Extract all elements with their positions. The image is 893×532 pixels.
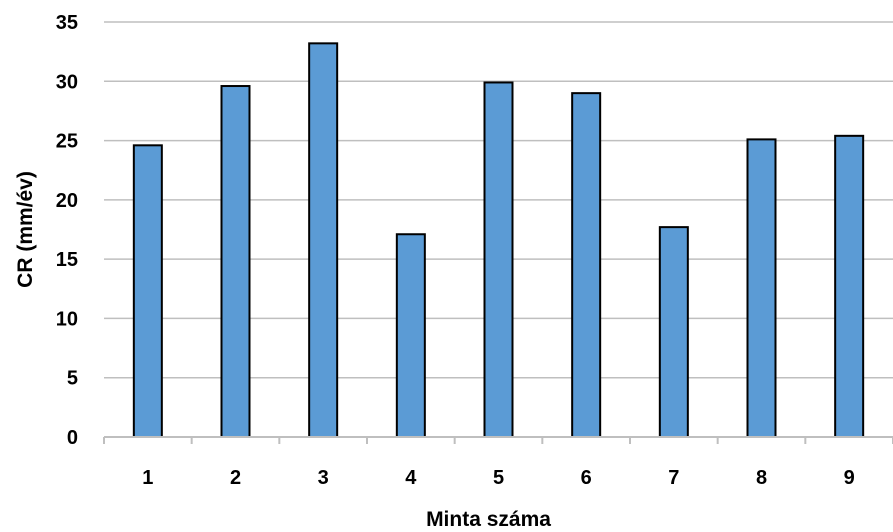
y-tick-label: 0 [67,427,78,449]
y-tick-label: 20 [56,190,78,212]
y-tick-label: 30 [56,71,78,93]
bar [308,42,339,438]
bar [395,233,426,438]
x-tick-label: 8 [756,467,767,489]
y-tick-label: 25 [56,131,78,153]
y-axis-tick-labels: 0 5 10 15 20 25 30 35 [56,12,78,449]
x-tick-label: 7 [668,467,679,489]
bar [658,226,689,438]
bar [132,144,163,438]
x-tick-label: 4 [405,467,417,489]
y-tick-label: 5 [67,368,78,390]
x-tick-label: 9 [844,467,855,489]
y-tick-label: 35 [56,12,78,34]
x-tick-label: 1 [142,467,153,489]
x-tick-label: 2 [230,467,241,489]
x-axis-ticks [103,437,893,444]
bar [571,92,602,439]
y-axis-title: CR (mm/év) [14,171,37,288]
x-tick-label: 5 [493,467,504,489]
bar [483,81,514,438]
x-axis-title: Minta száma [426,508,551,531]
y-tick-label: 10 [56,308,78,330]
x-tick-label: 6 [581,467,592,489]
x-axis-tick-labels: 1 2 3 4 5 6 7 8 9 [142,467,854,489]
bars [132,42,865,439]
y-tick-label: 15 [56,249,78,271]
bar [834,134,865,438]
x-tick-label: 3 [318,467,329,489]
bar [746,138,777,438]
bar [220,85,251,439]
